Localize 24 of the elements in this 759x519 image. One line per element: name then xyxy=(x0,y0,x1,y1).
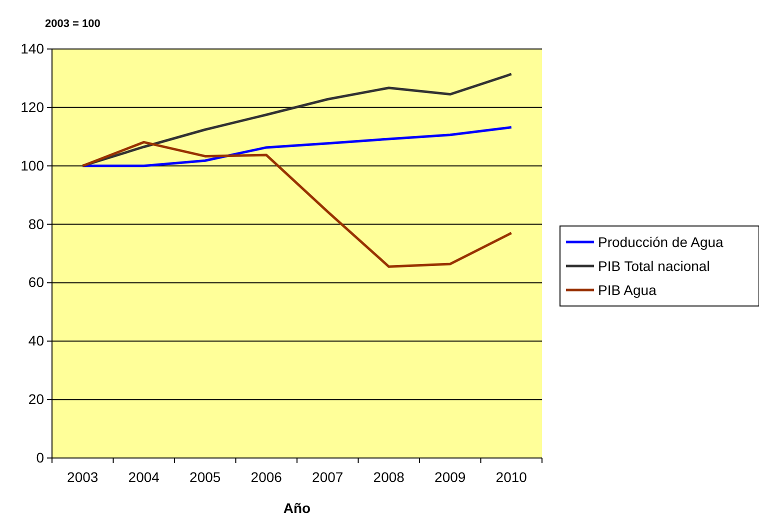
x-tick-label: 2008 xyxy=(373,468,405,485)
y-tick-label: 60 xyxy=(28,274,44,290)
line-series xyxy=(81,126,513,168)
x-tick-label: 2003 xyxy=(67,468,98,485)
chart-title: 2003 = 100 xyxy=(45,18,100,30)
line-series xyxy=(81,72,513,168)
y-tick-label: 100 xyxy=(20,157,44,174)
x-tick-label: 2007 xyxy=(312,468,344,485)
legend-label: Producción de Agua xyxy=(598,234,724,250)
y-tick-label: 80 xyxy=(28,216,44,232)
x-tick-label: 2004 xyxy=(128,468,160,485)
x-tick-label: 2006 xyxy=(250,468,282,485)
legend-label: PIB Total nacional xyxy=(598,258,710,274)
x-axis-title: Año xyxy=(283,500,311,516)
y-tick-label: 140 xyxy=(20,40,44,56)
legend-label: PIB Agua xyxy=(598,282,657,298)
y-tick-label: 20 xyxy=(28,391,44,408)
y-tick-label: 0 xyxy=(36,449,44,466)
y-tick-label: 40 xyxy=(28,332,44,349)
x-tick-label: 2009 xyxy=(434,468,466,485)
x-tick-label: 2005 xyxy=(190,468,221,485)
line-series xyxy=(81,140,513,268)
x-tick-label: 2010 xyxy=(496,468,528,485)
y-tick-label: 120 xyxy=(20,98,44,115)
